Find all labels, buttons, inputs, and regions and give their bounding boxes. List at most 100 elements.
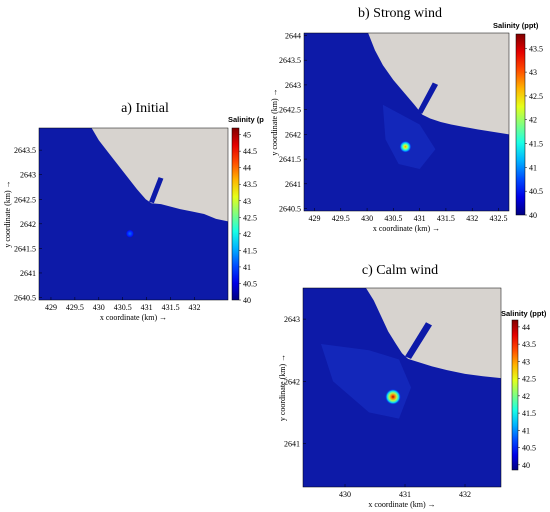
x-tick-label: 430 <box>361 214 373 223</box>
x-tick-label: 431.5 <box>437 214 455 223</box>
colorbar-tick-label: 40.5 <box>243 279 257 288</box>
colorbar-tick-label: 40 <box>522 461 530 470</box>
y-tick-label: 2642 <box>285 130 301 139</box>
x-tick-label: 430 <box>339 490 351 499</box>
y-tick-label: 2640.5 <box>14 294 36 303</box>
colorbar-tick-label: 43 <box>243 197 251 206</box>
colorbar-tick-label: 41.5 <box>522 409 536 418</box>
chart-svg: 429 429.5 430 430.5 431 431.5 432 2640.5 2641 264… <box>3 127 257 322</box>
x-axis-label: x coordinate (km) → <box>373 224 440 233</box>
x-tick-label: 429 <box>309 214 321 223</box>
pier <box>405 322 432 359</box>
colorbar-tick-label: 41.5 <box>529 140 543 149</box>
heatmap-area <box>303 288 501 487</box>
y-tick-label: 2640.5 <box>279 205 301 214</box>
pier <box>417 82 439 114</box>
panel-title: b) Strong wind <box>358 6 442 21</box>
y-tick-label: 2642 <box>20 220 36 229</box>
heatmap-area <box>39 128 228 300</box>
hotspot <box>125 229 134 238</box>
y-tick-label: 2642.5 <box>14 195 36 204</box>
plume <box>382 104 436 169</box>
colorbar-tick-label: 45 <box>243 131 251 140</box>
colorbar-tick-label: 42 <box>522 392 530 401</box>
hotspot <box>399 140 412 153</box>
panel-initial: a) Initial Salinity (p 429 429.5 430 430.5 4… <box>3 101 264 322</box>
colorbar-tick-label: 42.5 <box>522 375 536 384</box>
colorbar-title: Salinity (ppt) <box>501 309 547 318</box>
colorbar-tick-label: 41 <box>522 426 530 435</box>
x-tick-label: 432 <box>459 490 471 499</box>
plot-frame <box>303 32 510 212</box>
colorbar-tick-label: 43.5 <box>522 340 536 349</box>
panel-title: a) Initial <box>121 101 169 116</box>
y-tick-label: 2641.5 <box>14 244 36 253</box>
colorbar-title: Salinity (ppt) <box>493 21 539 30</box>
x-tick-label: 432 <box>189 303 201 312</box>
x-tick-label: 429.5 <box>66 303 84 312</box>
y-axis-label: y coordinate (km) → <box>3 180 12 247</box>
x-tick-label: 431 <box>414 214 426 223</box>
colorbar <box>511 319 519 471</box>
colorbar-tick-label: 43.5 <box>243 180 257 189</box>
x-tick-label: 432 <box>466 214 478 223</box>
x-tick-label: 429.5 <box>332 214 350 223</box>
colorbar-tick-label: 43.5 <box>529 44 543 53</box>
colorbar-tick-label: 41 <box>243 263 251 272</box>
plot-frame <box>302 287 502 488</box>
y-tick-label: 2643.5 <box>279 56 301 65</box>
y-tick-label: 2642 <box>284 377 300 386</box>
pier <box>149 177 164 204</box>
y-axis-label: y coordinate (km) → <box>278 354 287 421</box>
colorbar-tick-label: 44.5 <box>243 147 257 156</box>
colorbar-tick-label: 40.5 <box>522 444 536 453</box>
y-axis-label: y coordinate (km) → <box>270 88 279 155</box>
colorbar-tick-label: 42 <box>243 230 251 239</box>
colorbar-tick-label: 43 <box>529 68 537 77</box>
x-tick-label: 429 <box>45 303 57 312</box>
y-tick-label: 2641 <box>284 439 300 448</box>
colorbar-tick-label: 41.5 <box>243 246 257 255</box>
y-tick-label: 2643 <box>20 171 36 180</box>
colorbar-tick-label: 42.5 <box>243 213 257 222</box>
colorbar-tick-label: 40.5 <box>529 187 543 196</box>
x-tick-label: 431 <box>399 490 411 499</box>
colorbar-tick-label: 42 <box>529 116 537 125</box>
colorbar-tick-label: 43 <box>522 357 530 366</box>
x-tick-label: 432.5 <box>489 214 507 223</box>
colorbar-title: Salinity (p <box>228 115 264 124</box>
colorbar <box>231 127 240 301</box>
x-tick-label: 430 <box>93 303 105 312</box>
plot-frame <box>38 127 229 301</box>
heatmap-area <box>304 33 509 211</box>
land-area <box>91 128 228 222</box>
colorbar-tick-label: 40 <box>243 296 251 305</box>
y-tick-label: 2641.5 <box>279 155 301 164</box>
land-area <box>364 33 509 135</box>
colorbar-tick-label: 44 <box>522 323 530 332</box>
y-tick-label: 2641 <box>20 269 36 278</box>
y-tick-label: 2643.5 <box>14 146 36 155</box>
x-tick-label: 431.5 <box>162 303 180 312</box>
colorbar-tick-label: 44 <box>243 164 251 173</box>
panel-title: c) Calm wind <box>361 263 439 278</box>
colorbar-tick-label: 42.5 <box>529 92 543 101</box>
hotspot <box>385 388 401 405</box>
colorbar-tick-label: 40 <box>529 211 537 220</box>
x-axis-label: x coordinate (km) → <box>368 500 435 509</box>
x-tick-label: 430.5 <box>384 214 402 223</box>
colorbar <box>515 33 526 216</box>
y-tick-label: 2643 <box>284 315 300 324</box>
y-tick-label: 2641 <box>285 180 301 189</box>
y-tick-label: 2643 <box>285 81 301 90</box>
x-tick-label: 430.5 <box>114 303 132 312</box>
x-tick-label: 431 <box>141 303 153 312</box>
x-axis-label: x coordinate (km) → <box>100 313 167 322</box>
colorbar-tick-label: 41 <box>529 163 537 172</box>
y-tick-label: 2642.5 <box>279 106 301 115</box>
y-tick-label: 2644 <box>285 31 301 40</box>
